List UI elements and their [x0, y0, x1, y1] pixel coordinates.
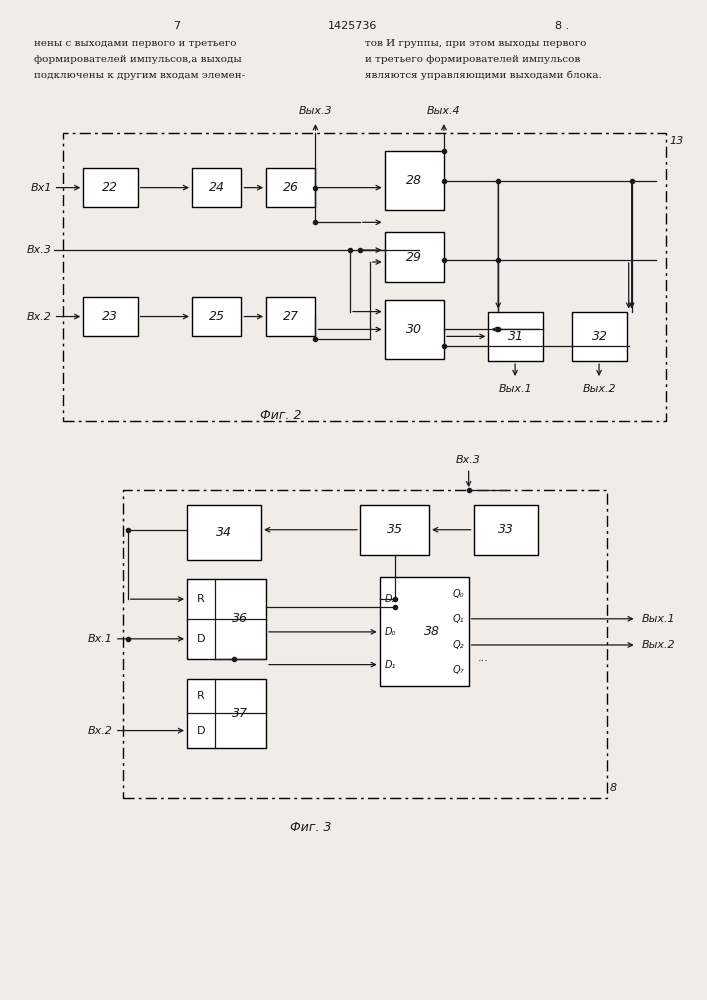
Text: 22: 22: [103, 181, 118, 194]
Text: являются управляющими выходами блока.: являются управляющими выходами блока.: [365, 71, 602, 80]
Text: D₀: D₀: [385, 627, 396, 637]
Bar: [474, 505, 538, 555]
Text: 1425736: 1425736: [328, 21, 378, 31]
Text: Вх.3: Вх.3: [27, 245, 52, 255]
Bar: [192, 168, 241, 207]
Text: нены с выходами первого и третьего: нены с выходами первого и третьего: [34, 39, 236, 48]
Text: Q₁: Q₁: [452, 614, 464, 624]
Text: подключены к другим входам элемен-: подключены к другим входам элемен-: [34, 71, 245, 80]
Bar: [192, 297, 241, 336]
Text: Вых.3: Вых.3: [298, 106, 332, 116]
Bar: [573, 312, 626, 361]
Bar: [83, 297, 138, 336]
Text: D₁: D₁: [385, 660, 396, 670]
Text: 38: 38: [424, 625, 440, 638]
Text: D₂: D₂: [385, 594, 396, 604]
Text: Вх.1: Вх.1: [88, 634, 113, 644]
Text: Вх.3: Вх.3: [456, 455, 481, 465]
Text: Вых.4: Вых.4: [427, 106, 461, 116]
Text: 35: 35: [387, 523, 402, 536]
Bar: [266, 168, 315, 207]
Text: 26: 26: [283, 181, 299, 194]
Text: Вых.2: Вых.2: [641, 640, 675, 650]
Text: Вх.2: Вх.2: [27, 312, 52, 322]
Text: 23: 23: [103, 310, 118, 323]
Text: 27: 27: [283, 310, 299, 323]
Text: R: R: [197, 594, 205, 604]
Text: 37: 37: [233, 707, 248, 720]
Text: Q₀: Q₀: [452, 589, 464, 599]
Bar: [385, 232, 444, 282]
Text: 33: 33: [498, 523, 514, 536]
Text: 30: 30: [407, 323, 422, 336]
Text: 31: 31: [508, 330, 524, 343]
Text: Вых.2: Вых.2: [583, 384, 616, 394]
Text: Вх.2: Вх.2: [88, 726, 113, 736]
Text: формирователей импульсов,а выходы: формирователей импульсов,а выходы: [34, 55, 242, 64]
Text: Вых.1: Вых.1: [498, 384, 532, 394]
Text: 34: 34: [216, 526, 232, 539]
Text: Фиг. 3: Фиг. 3: [290, 821, 332, 834]
Text: Q₇: Q₇: [452, 665, 464, 675]
Text: 29: 29: [407, 251, 422, 264]
Bar: [123, 490, 607, 798]
Text: 8: 8: [610, 783, 617, 793]
Text: D: D: [197, 726, 205, 736]
Text: Вх1: Вх1: [30, 183, 52, 193]
Text: ...: ...: [478, 653, 489, 663]
Bar: [385, 300, 444, 359]
Text: 13: 13: [670, 136, 684, 146]
Text: 8 .: 8 .: [556, 21, 570, 31]
Text: Фиг. 2: Фиг. 2: [260, 409, 302, 422]
Text: R: R: [197, 691, 205, 701]
Text: тов И группы, при этом выходы первого: тов И группы, при этом выходы первого: [365, 39, 586, 48]
Bar: [83, 168, 138, 207]
Bar: [380, 577, 469, 686]
Text: и третьего формирователей импульсов: и третьего формирователей импульсов: [365, 55, 580, 64]
Bar: [64, 133, 666, 421]
Text: 28: 28: [407, 174, 422, 187]
Bar: [360, 505, 429, 555]
Text: 36: 36: [233, 612, 248, 626]
Text: 32: 32: [592, 330, 607, 343]
Bar: [385, 151, 444, 210]
Bar: [489, 312, 543, 361]
Bar: [187, 505, 261, 560]
Text: 25: 25: [209, 310, 225, 323]
Bar: [187, 579, 266, 659]
Text: 24: 24: [209, 181, 225, 194]
Text: Вых.1: Вых.1: [641, 614, 675, 624]
Bar: [187, 678, 266, 748]
Text: D: D: [197, 634, 205, 644]
Text: Q₂: Q₂: [452, 640, 464, 650]
Bar: [266, 297, 315, 336]
Text: 7: 7: [173, 21, 181, 31]
